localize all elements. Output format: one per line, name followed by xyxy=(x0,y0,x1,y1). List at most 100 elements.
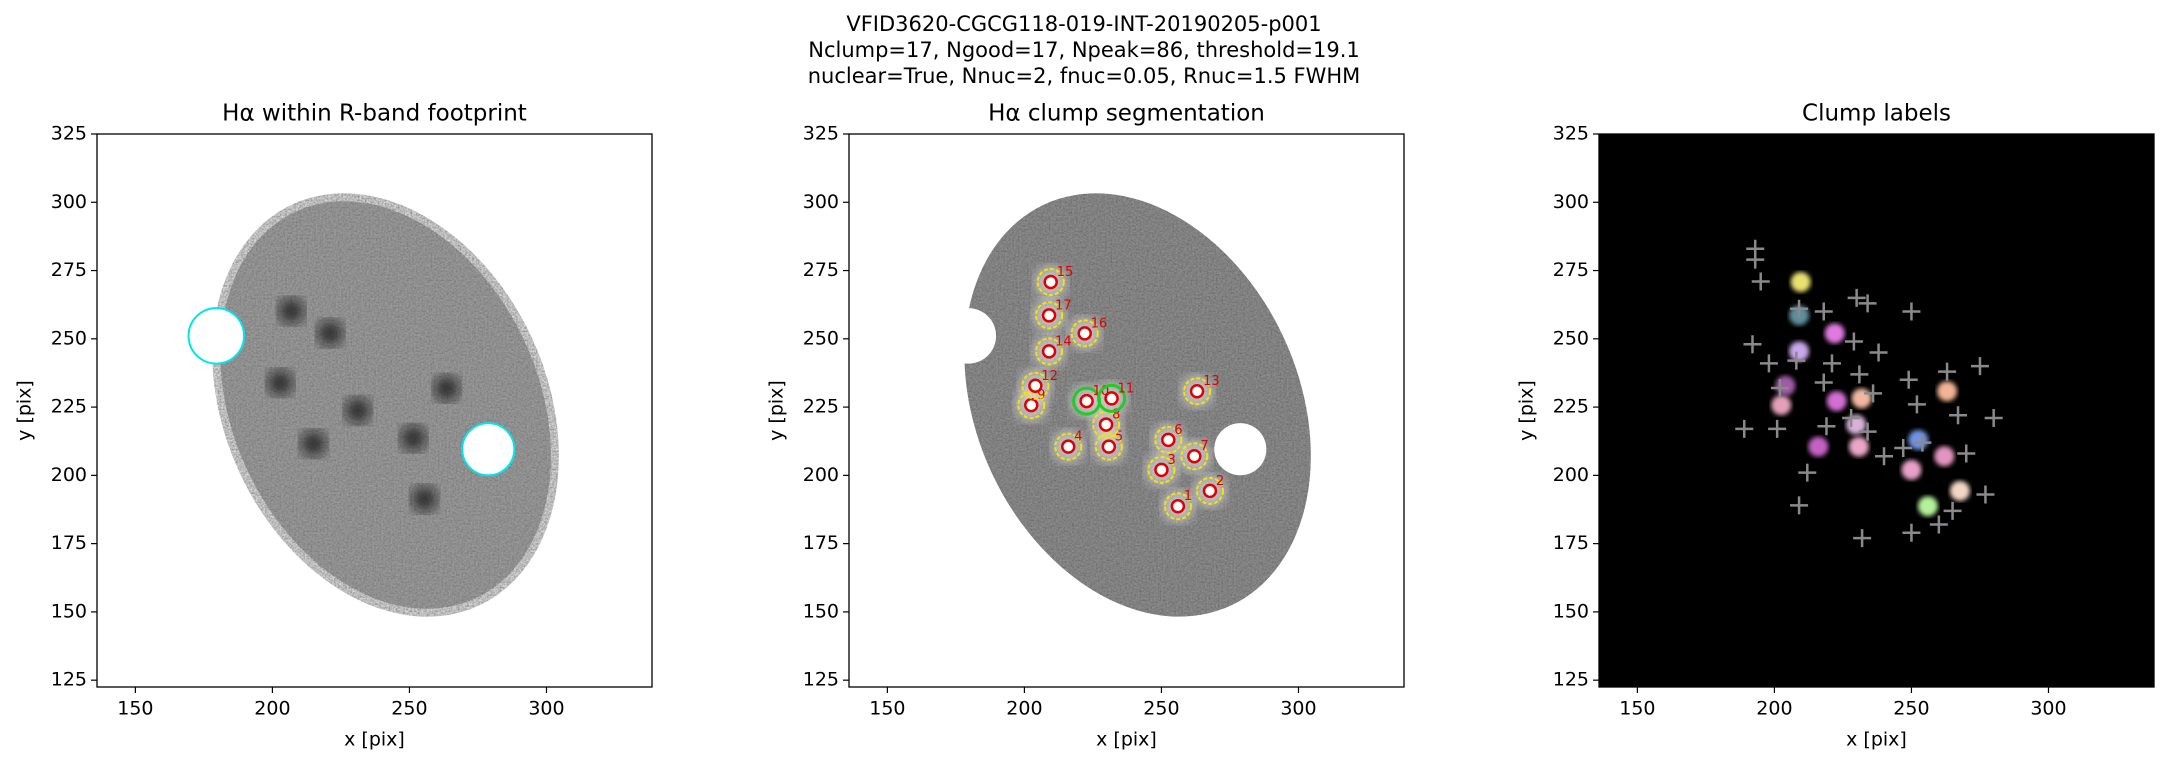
clump-label: 12 xyxy=(1041,369,1058,384)
clump-label: 14 xyxy=(1055,334,1072,349)
panel-title: Clump labels xyxy=(1802,101,1951,127)
clump-label: 4 xyxy=(1074,430,1082,445)
clump-marker xyxy=(1041,344,1057,359)
clump-label: 1 xyxy=(1184,489,1192,504)
clump-region xyxy=(1851,388,1872,409)
peak-marker xyxy=(1798,463,1817,482)
peak-marker xyxy=(1847,288,1866,307)
clump-marker xyxy=(1101,439,1117,454)
peak-marker xyxy=(1869,343,1888,362)
figure-title: VFID3620-CGCG118-019-INT-20190205-p001 xyxy=(846,12,1321,36)
peak-marker xyxy=(1751,272,1770,291)
peak-marker xyxy=(1853,529,1872,548)
panel-title: Hα clump segmentation xyxy=(988,101,1265,127)
x-tick-label: 200 xyxy=(254,698,290,720)
panel xyxy=(1599,134,2154,687)
y-tick-label: 200 xyxy=(1553,464,1589,486)
galaxy-body xyxy=(964,193,1311,617)
x-tick-label: 250 xyxy=(1893,698,1929,720)
clump-marker xyxy=(1202,483,1218,499)
clump-marker xyxy=(1189,383,1205,399)
clump-label: 6 xyxy=(1174,423,1182,438)
y-tick-label: 150 xyxy=(1553,600,1589,622)
clump-label: 11 xyxy=(1118,381,1135,396)
peak-marker xyxy=(1743,335,1762,354)
clump-region xyxy=(1901,459,1922,480)
clump-region xyxy=(1934,446,1955,467)
clump-contour xyxy=(1054,432,1083,461)
peak-marker xyxy=(1949,406,1968,425)
clump-contour xyxy=(1021,371,1050,400)
peak-marker xyxy=(1735,419,1754,438)
dark-region xyxy=(317,320,344,347)
axes-frame xyxy=(96,133,653,688)
peak-marker xyxy=(1902,523,1921,542)
peak-marker xyxy=(1943,501,1962,520)
y-tick-label: 125 xyxy=(51,669,87,691)
peak-marker xyxy=(1864,384,1883,403)
peak-marker xyxy=(1768,419,1787,438)
peak-marker xyxy=(1770,378,1789,397)
clump-label: 17 xyxy=(1055,298,1072,313)
peak-marker xyxy=(1976,485,1995,504)
clump-region xyxy=(1775,375,1796,396)
y-tick-label: 175 xyxy=(51,532,87,554)
y-tick-label: 125 xyxy=(803,669,839,691)
clump-marker xyxy=(1043,274,1058,290)
clump-marker xyxy=(1104,391,1119,406)
hole-outline xyxy=(187,307,246,365)
x-axis-label: x [pix] xyxy=(1096,729,1157,751)
clump-contour xyxy=(1094,432,1123,461)
x-axis-label: x [pix] xyxy=(1846,729,1907,751)
clump-region xyxy=(1848,436,1869,457)
clump-region xyxy=(1824,323,1845,344)
peak-marker xyxy=(1970,357,1989,376)
y-tick-label: 225 xyxy=(1553,396,1589,418)
peak-marker xyxy=(1850,365,1869,384)
peak-marker xyxy=(1907,395,1926,414)
clump-contour xyxy=(1183,377,1212,406)
peak-marker xyxy=(1790,496,1809,515)
clump-label: 2 xyxy=(1216,474,1224,489)
x-tick-label: 250 xyxy=(1143,698,1179,720)
dark-region xyxy=(300,430,327,457)
y-axis-label: y [pix] xyxy=(14,380,36,441)
clump-contour xyxy=(1035,337,1064,366)
y-tick-label: 175 xyxy=(803,532,839,554)
peak-marker xyxy=(1938,362,1957,381)
dark-region xyxy=(267,369,294,396)
clump-marker xyxy=(1154,462,1169,478)
y-tick-label: 250 xyxy=(51,327,87,349)
y-tick-label: 200 xyxy=(803,464,839,486)
y-tick-label: 300 xyxy=(1553,191,1589,213)
clump-marker xyxy=(1028,378,1043,394)
clump-label: 8 xyxy=(1112,408,1120,423)
y-tick-label: 150 xyxy=(51,600,87,622)
x-tick-label: 300 xyxy=(2030,698,2066,720)
peak-marker xyxy=(1929,515,1948,534)
x-tick-label: 200 xyxy=(1756,698,1792,720)
peak-marker xyxy=(1817,417,1836,436)
figure-title: nuclear=True, Nnuc=2, fnuc=0.05, Rnuc=1.… xyxy=(808,64,1361,88)
y-tick-label: 250 xyxy=(1553,327,1589,349)
y-axis-label: y [pix] xyxy=(1516,380,1538,441)
clump-marker xyxy=(1061,439,1076,454)
clump-contour xyxy=(1070,319,1099,348)
y-tick-label: 275 xyxy=(51,259,87,281)
x-tick-label: 250 xyxy=(391,698,427,720)
clump-label: 16 xyxy=(1091,316,1108,331)
clump-region xyxy=(1949,480,1970,501)
hole-outline xyxy=(461,422,516,477)
clump-marker xyxy=(1161,432,1176,448)
x-tick-label: 200 xyxy=(1006,698,1042,720)
peak-marker xyxy=(1913,433,1932,452)
figure-title: Nclump=17, Ngood=17, Npeak=86, threshold… xyxy=(808,38,1360,62)
y-tick-label: 200 xyxy=(51,464,87,486)
panel xyxy=(97,134,652,687)
dark-region xyxy=(400,425,427,452)
clump-contour xyxy=(1163,492,1192,521)
y-tick-label: 175 xyxy=(1553,532,1589,554)
peak-marker xyxy=(1902,302,1921,321)
